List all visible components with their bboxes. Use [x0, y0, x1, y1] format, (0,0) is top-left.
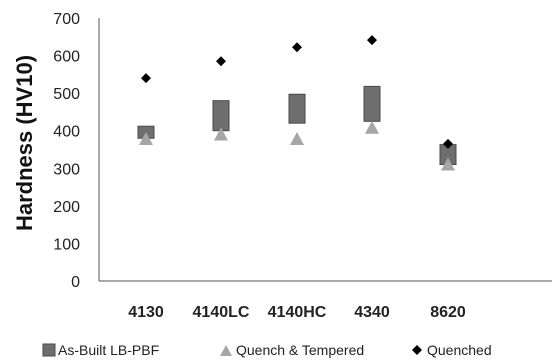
quenched-marker-4130	[141, 73, 151, 84]
legend: As-Built LB-PBF Quench & Tempered Quench…	[42, 342, 492, 358]
quench-tempered-marker-4140HC	[290, 131, 304, 145]
legend-swatch-as-built	[42, 343, 56, 357]
data-marks	[137, 35, 457, 171]
quench-tempered-marker-4340	[365, 120, 379, 134]
y-tick-labels: 0 100 200 300 400 500 600 700	[53, 11, 80, 291]
y-tick-label-200: 200	[53, 199, 80, 216]
quenched-marker-8620	[443, 138, 453, 149]
legend-label-quench-tempered: Quench & Tempered	[236, 342, 364, 358]
x-category-label-4140HC: 4140HC	[268, 304, 327, 321]
y-tick-label-400: 400	[53, 124, 80, 141]
y-tick-label-300: 300	[53, 161, 80, 178]
category-labels: 4130 4140LC 4140HC 4340 8620	[128, 304, 466, 321]
quench-tempered-marker-4130	[139, 131, 153, 145]
y-tick-label-700: 700	[53, 11, 80, 28]
y-tick-label-0: 0	[71, 274, 80, 291]
x-category-label-8620: 8620	[430, 304, 466, 321]
quenched-marker-4340	[367, 35, 377, 46]
quenched-marker-4140HC	[292, 42, 302, 53]
x-category-label-4340: 4340	[354, 304, 390, 321]
as-built-range-box-4140HC	[288, 93, 306, 124]
y-tick-label-100: 100	[53, 236, 80, 253]
x-category-label-4140LC: 4140LC	[193, 304, 250, 321]
quench-tempered-marker-4140LC	[214, 127, 228, 141]
legend-swatch-quench-tempered	[220, 345, 232, 356]
y-tick-label-500: 500	[53, 86, 80, 103]
quenched-marker-4140LC	[216, 56, 226, 67]
as-built-range-box-4340	[363, 85, 381, 122]
quench-tempered-marker-8620	[441, 157, 455, 171]
y-tick-label-600: 600	[53, 49, 80, 66]
as-built-range-box-4140LC	[212, 100, 230, 132]
x-category-label-4130: 4130	[128, 304, 164, 321]
legend-label-as-built: As-Built LB-PBF	[58, 342, 159, 358]
y-axis-label: Hardness (HV10)	[12, 55, 37, 231]
legend-swatch-quenched	[412, 345, 422, 355]
legend-label-quenched: Quenched	[427, 342, 492, 358]
